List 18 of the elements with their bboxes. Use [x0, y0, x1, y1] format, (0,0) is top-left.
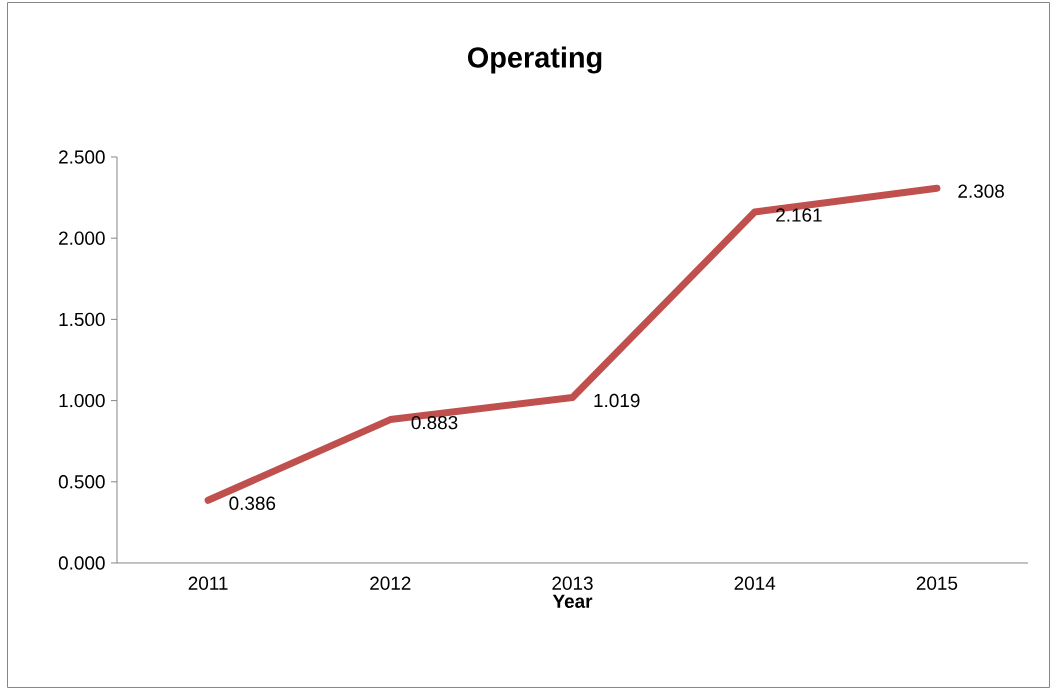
- x-tick-label: 2014: [734, 576, 776, 590]
- x-tick-label: 2012: [370, 576, 411, 590]
- y-tick-label: 1.500: [59, 312, 105, 327]
- x-axis-title: Year: [552, 594, 593, 608]
- data-label: 0.883: [411, 415, 458, 430]
- y-tick-label: 2.500: [59, 150, 105, 164]
- x-tick-label: 2013: [552, 576, 593, 590]
- data-label: 0.386: [229, 496, 276, 510]
- y-tick-label: 2.000: [59, 231, 105, 245]
- chart-title: Operating: [467, 46, 602, 74]
- data-label: 2.161: [776, 208, 822, 222]
- data-label: 1.019: [594, 393, 640, 408]
- x-tick-label: 2011: [188, 576, 228, 590]
- y-tick-label: 1.000: [59, 393, 105, 408]
- x-tick-label: 2015: [916, 576, 958, 590]
- data-label: 2.308: [958, 184, 1004, 198]
- y-tick-label: 0.500: [58, 475, 105, 489]
- y-tick-label: 0.000: [58, 556, 105, 570]
